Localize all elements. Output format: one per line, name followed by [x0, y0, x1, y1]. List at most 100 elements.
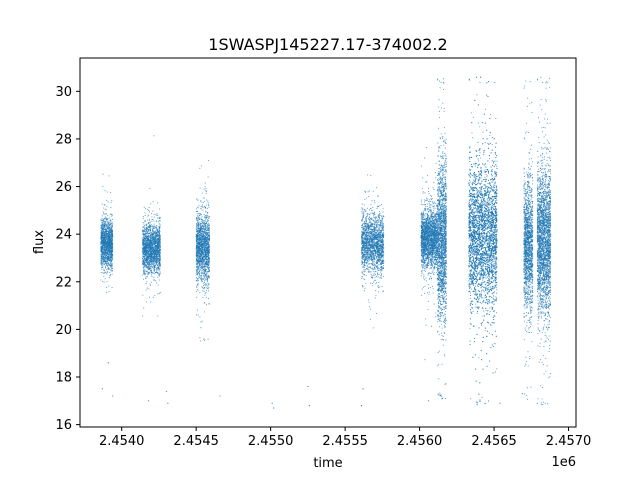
data-point — [145, 254, 147, 256]
data-point — [200, 242, 202, 244]
data-point — [108, 251, 110, 254]
data-point — [203, 223, 205, 226]
data-point — [154, 236, 156, 238]
data-point — [159, 231, 161, 233]
data-point — [204, 237, 206, 239]
data-point — [105, 247, 107, 249]
data-point — [106, 199, 108, 201]
data-point — [100, 220, 102, 222]
data-point — [111, 287, 113, 289]
data-point — [105, 229, 107, 231]
data-point — [104, 243, 106, 245]
data-point — [202, 287, 204, 289]
data-point — [207, 279, 209, 281]
data-point — [201, 219, 203, 221]
data-point — [150, 237, 152, 239]
data-point — [105, 217, 107, 219]
data-point — [201, 262, 203, 264]
data-point — [206, 272, 208, 274]
data-point — [103, 261, 105, 263]
data-point — [111, 218, 114, 221]
data-point — [202, 290, 204, 292]
data-point — [197, 251, 200, 253]
data-point — [154, 256, 156, 258]
data-point — [205, 274, 207, 276]
data-point — [105, 249, 107, 251]
data-point — [201, 270, 203, 272]
data-point — [200, 249, 202, 251]
data-point — [158, 264, 160, 266]
data-point — [103, 268, 105, 270]
data-point — [108, 285, 110, 287]
data-point — [109, 262, 111, 264]
data-point — [159, 208, 161, 210]
data-point — [156, 225, 158, 227]
data-point — [102, 280, 104, 282]
data-point — [107, 222, 109, 224]
data-point — [199, 233, 201, 235]
data-point — [201, 243, 203, 245]
data-point — [109, 249, 111, 251]
data-point — [156, 262, 158, 264]
data-point — [149, 250, 152, 252]
data-point — [156, 269, 158, 271]
data-point — [110, 227, 113, 229]
data-point — [200, 200, 202, 202]
data-point — [103, 204, 105, 206]
data-point — [110, 226, 112, 228]
data-point — [196, 309, 199, 311]
data-point — [105, 267, 107, 269]
data-point — [205, 262, 207, 264]
data-point — [202, 228, 204, 230]
data-point — [207, 217, 210, 219]
data-point — [199, 212, 201, 214]
data-point — [111, 270, 113, 272]
data-point — [200, 327, 202, 329]
data-point — [145, 276, 147, 278]
data-point — [110, 264, 112, 266]
data-point — [104, 247, 106, 249]
data-point — [152, 261, 154, 263]
data-point — [202, 250, 204, 252]
data-point — [381, 258, 383, 260]
data-point — [202, 269, 204, 271]
data-point — [149, 235, 151, 237]
data-point — [153, 236, 155, 238]
data-point — [102, 223, 104, 225]
data-point — [152, 218, 154, 221]
data-point — [144, 212, 146, 214]
data-point — [156, 255, 158, 257]
data-point — [204, 215, 206, 217]
data-point — [203, 270, 205, 272]
data-point — [108, 231, 110, 233]
data-point — [144, 230, 146, 232]
data-point — [207, 256, 209, 258]
data-point — [199, 187, 201, 189]
data-point — [150, 224, 152, 226]
data-point — [201, 251, 203, 253]
data-point — [203, 231, 205, 233]
data-point — [158, 279, 160, 281]
data-point — [157, 261, 159, 263]
data-point — [106, 272, 108, 274]
data-point — [150, 265, 152, 267]
data-point — [159, 259, 161, 261]
data-point — [202, 267, 204, 269]
data-point — [154, 240, 156, 242]
data-point — [205, 259, 207, 261]
data-point — [147, 261, 149, 263]
data-point — [102, 220, 104, 222]
data-point — [142, 221, 144, 224]
data-point — [204, 207, 207, 209]
data-point — [143, 239, 145, 241]
data-point — [143, 223, 145, 225]
data-point — [202, 202, 204, 204]
data-point — [203, 288, 205, 290]
data-point — [158, 234, 160, 236]
data-point — [205, 283, 207, 285]
data-point — [197, 246, 199, 248]
data-point — [106, 258, 108, 260]
data-point — [105, 212, 107, 214]
data-point — [206, 266, 209, 268]
data-point — [202, 262, 204, 264]
